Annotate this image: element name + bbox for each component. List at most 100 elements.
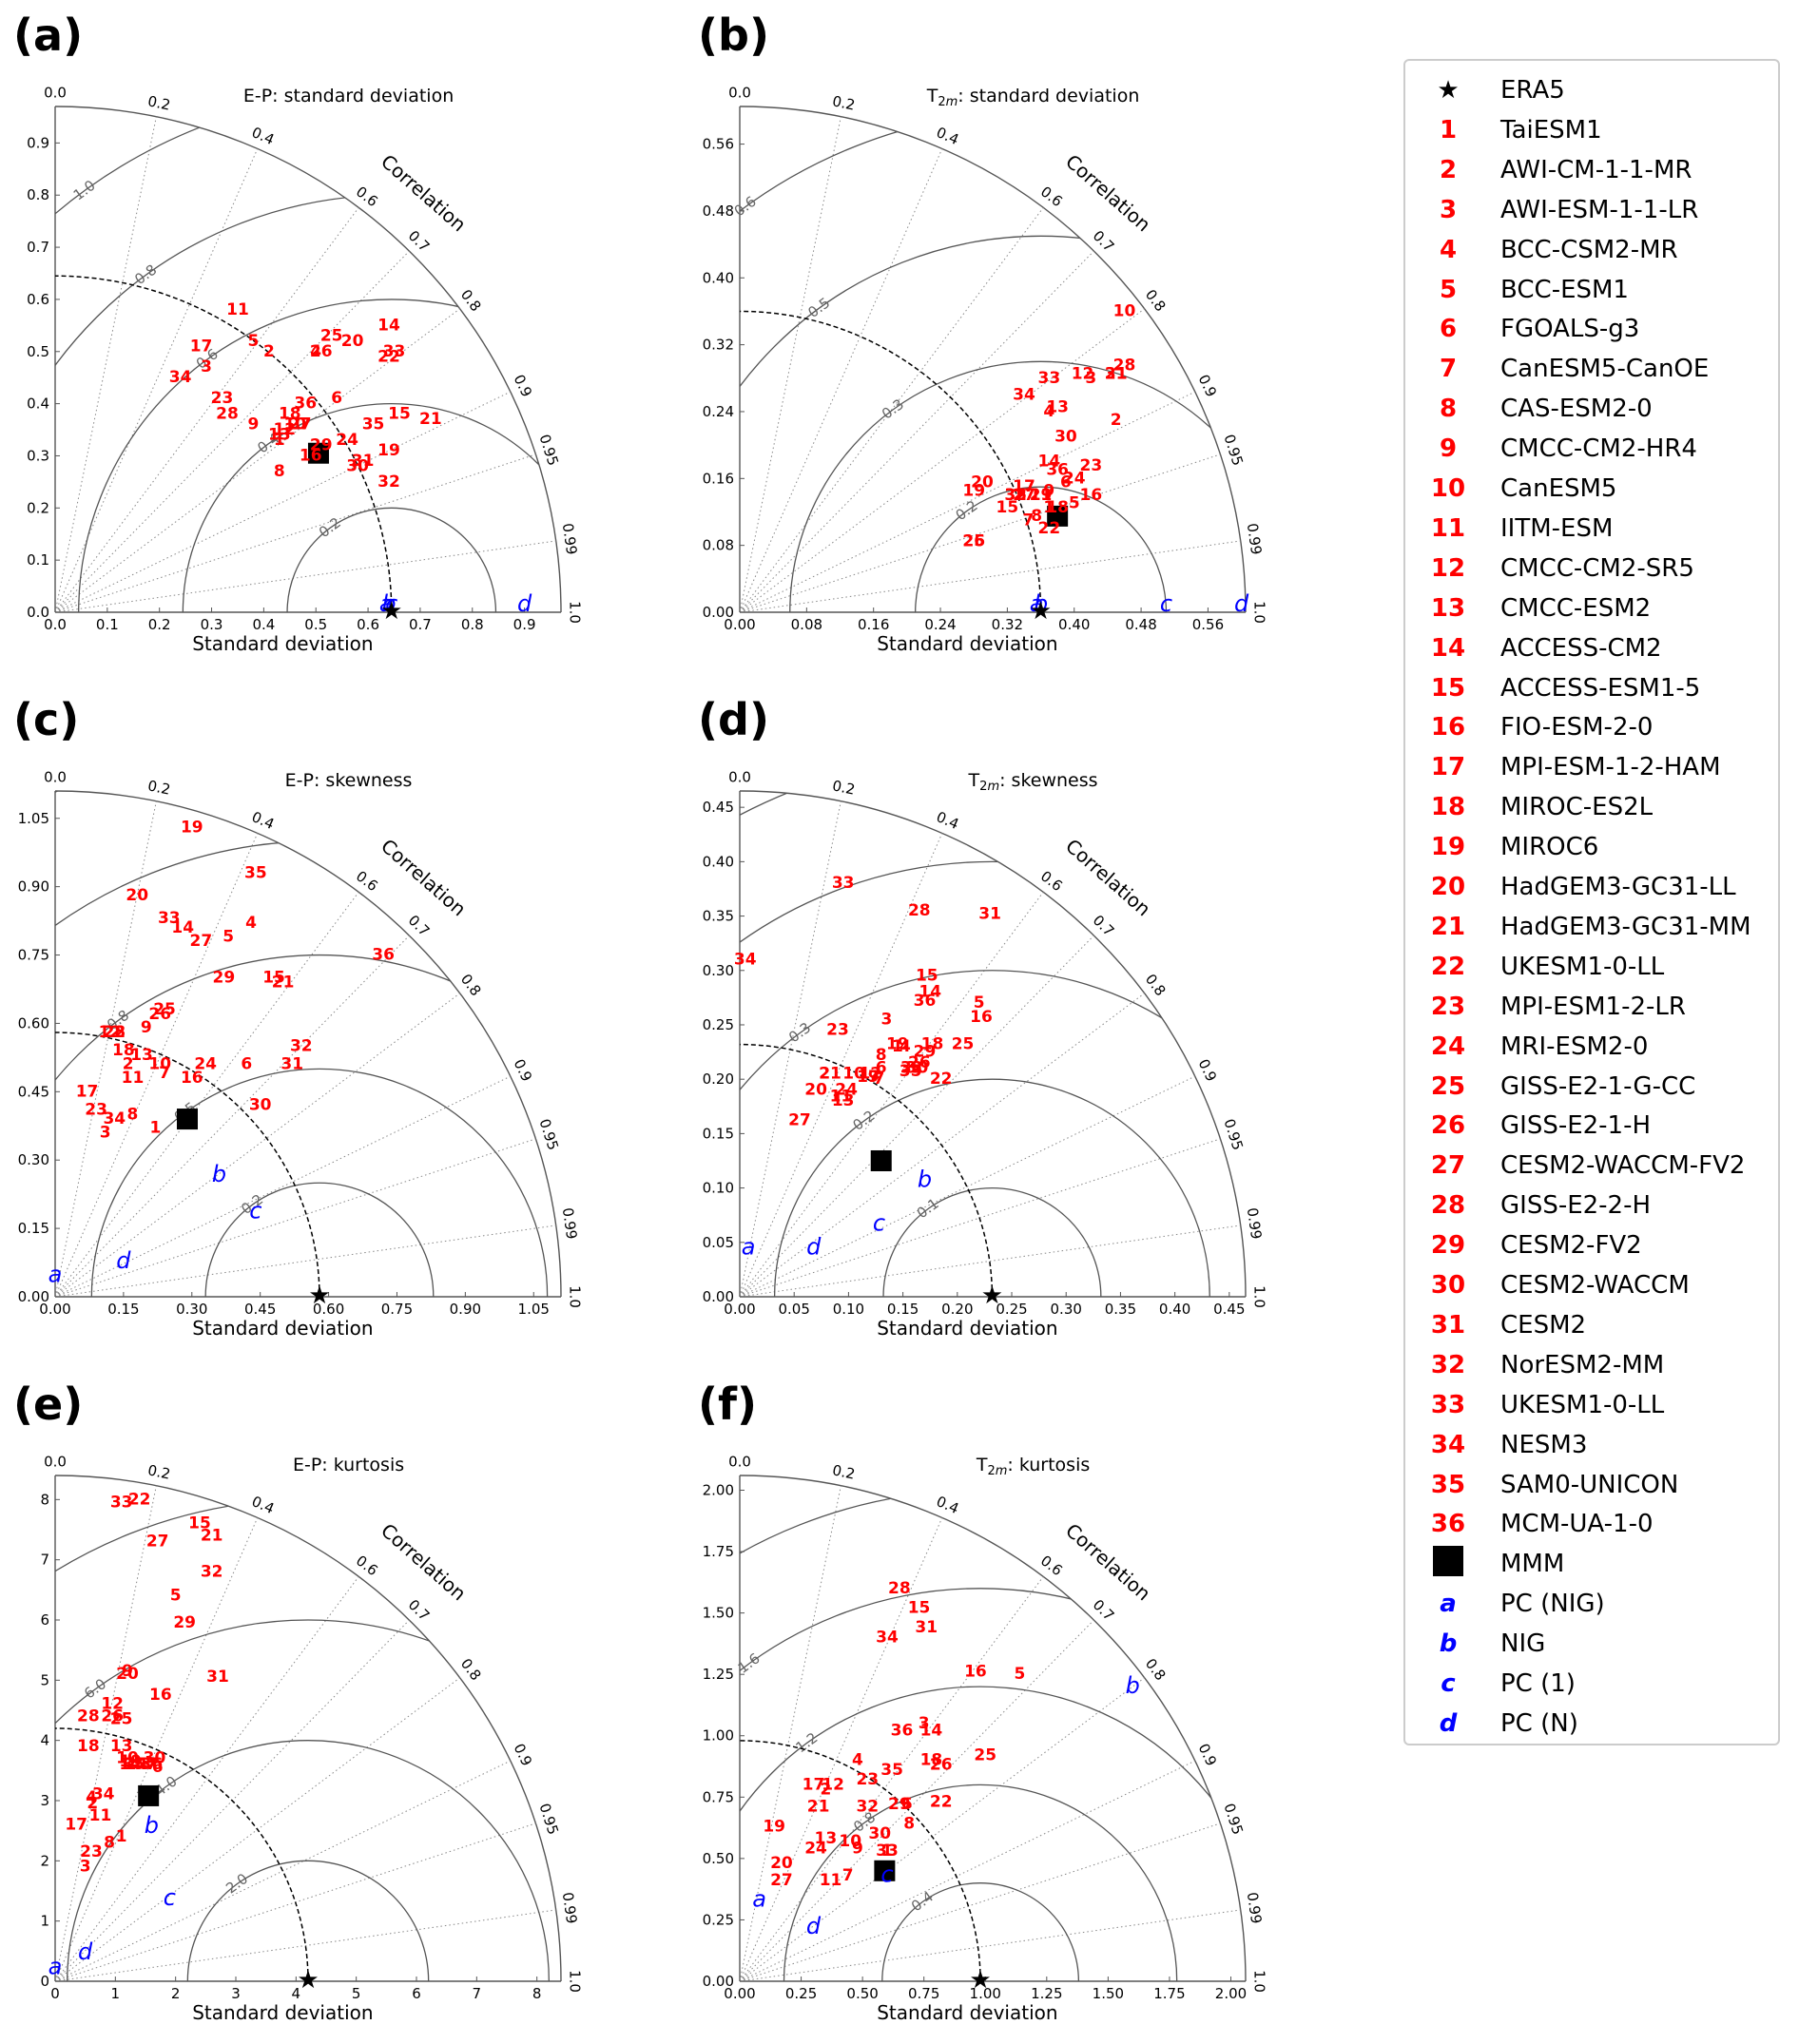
model-marker-36: 36 [914, 992, 937, 1011]
legend-symbol: 26 [1430, 1111, 1466, 1141]
outer-arc [54, 1475, 562, 1982]
correlation-ray [739, 1517, 943, 1982]
x-tick-label: 1.75 [1153, 1985, 1185, 2002]
y-tick-label: 8 [40, 1491, 49, 1508]
legend-symbol: 14 [1430, 633, 1466, 663]
model-marker-5: 5 [1014, 1665, 1025, 1684]
correlation-ray [54, 308, 460, 613]
legend-symbol: 32 [1430, 1350, 1466, 1379]
correlation-ray [739, 453, 1221, 613]
model-marker-10: 10 [842, 1064, 865, 1083]
legend-label: GISS-E2-2-H [1500, 1191, 1652, 1221]
model-marker-15: 15 [388, 405, 411, 424]
model-marker-22: 22 [103, 1023, 126, 1042]
rms-contour-label: 0.2 [850, 1107, 879, 1134]
y-tick-label: 0.5 [27, 343, 49, 360]
legend-item: b NIG [1405, 1624, 1778, 1664]
y-tick-label: 0.75 [18, 947, 49, 964]
y-tick-label: 1.50 [703, 1605, 734, 1622]
y-tick-label: 0.20 [703, 1070, 734, 1088]
era5-reference-star: ★ [380, 597, 402, 626]
rms-contour-label: 1.6 [735, 1649, 764, 1677]
model-marker-26: 26 [908, 1053, 931, 1072]
y-tick-label: 0.24 [703, 403, 734, 420]
model-marker-22: 22 [930, 1070, 953, 1089]
rms-contour [286, 507, 497, 612]
model-marker-19: 19 [763, 1817, 785, 1836]
legend-label: CanESM5-CanOE [1500, 355, 1710, 384]
correlation-ray [739, 116, 841, 613]
legend-symbol: 29 [1430, 1231, 1466, 1261]
model-marker-29: 29 [212, 969, 235, 988]
legend-symbol: 18 [1430, 793, 1466, 822]
legend-symbol: 19 [1430, 833, 1466, 862]
model-marker-9: 9 [122, 1662, 133, 1681]
model-marker-16: 16 [149, 1686, 172, 1705]
correlation-tick-label: 1.0 [567, 1970, 584, 1993]
x-tick-label: 0.8 [461, 616, 484, 633]
rms-contour-label: 1.0 [70, 177, 99, 204]
correlation-ray [739, 1909, 1241, 1982]
legend-item: 1 TaiESM1 [1405, 110, 1778, 150]
correlation-axis-label: Correlation [377, 1519, 471, 1606]
mmm-marker [874, 1860, 896, 1881]
legend-symbol: 30 [1430, 1271, 1466, 1300]
rms-contour-label: 0.3 [785, 1019, 814, 1047]
legend-label: MPI-ESM-1-2-HAM [1500, 753, 1721, 782]
legend-label: PC (N) [1500, 1708, 1578, 1738]
correlation-ray [54, 116, 157, 613]
model-marker-24: 24 [835, 1081, 858, 1100]
model-marker-6: 6 [1060, 473, 1072, 492]
model-marker-29: 29 [173, 1613, 196, 1632]
reference-std-arc [739, 310, 1042, 613]
legend-symbol: 31 [1430, 1310, 1466, 1340]
y-tick-label: 0.1 [27, 551, 49, 569]
method-marker-b: b [1126, 1672, 1140, 1699]
y-tick-label: 0.40 [703, 853, 734, 870]
legend-label: ERA5 [1500, 76, 1565, 105]
legend-symbol: 2 [1439, 155, 1458, 184]
model-marker-32: 32 [900, 1059, 923, 1078]
rms-contour [182, 402, 561, 612]
method-marker-b: b [918, 1167, 932, 1193]
mmm-marker [1047, 505, 1069, 527]
rms-contour [773, 1078, 1210, 1297]
model-marker-25: 25 [110, 1710, 133, 1729]
x-axis-label: Standard deviation [877, 1317, 1057, 1340]
model-marker-33: 33 [832, 874, 855, 893]
legend-item: 36 MCM-UA-1-0 [1405, 1504, 1778, 1544]
model-marker-34: 34 [92, 1785, 115, 1804]
taylor-panel-b: (b) T2m: standard deviation 0.0 0.2 0.4 0.6 0.… [685, 0, 1331, 675]
model-marker-6: 6 [241, 1055, 252, 1074]
x-tick-label: 0 [50, 1985, 60, 2002]
outer-arc [739, 106, 1247, 613]
legend-label: CESM2 [1500, 1310, 1587, 1340]
correlation-ray [739, 1224, 1241, 1298]
correlation-ray [739, 1075, 1196, 1298]
era5-reference-star: ★ [969, 1966, 991, 1995]
correlation-tick-label: 1.0 [567, 1285, 584, 1308]
legend-item: 13 CMCC-ESM2 [1405, 588, 1778, 628]
model-marker-11: 11 [89, 1806, 112, 1825]
rms-contour [78, 299, 561, 612]
legend-symbol: 11 [1430, 513, 1466, 543]
model-marker-17: 17 [1013, 477, 1035, 496]
x-tick-label: 0.32 [992, 616, 1023, 633]
legend-item: 23 MPI-ESM1-2-LR [1405, 987, 1778, 1027]
legend-item: 6 FGOALS-g3 [1405, 309, 1778, 349]
y-tick-label: 0.75 [703, 1788, 734, 1805]
legend-label: PC (1) [1500, 1669, 1576, 1698]
correlation-tick-label: 0.4 [249, 1493, 277, 1517]
model-marker-15: 15 [262, 969, 285, 988]
legend-label: CAS-ESM2-0 [1500, 395, 1653, 424]
model-marker-32: 32 [1004, 486, 1027, 505]
x-tick-label: 0.00 [724, 1985, 755, 2002]
legend-label: GISS-E2-1-H [1500, 1111, 1652, 1141]
model-marker-8: 8 [876, 1046, 887, 1065]
x-tick-label: 1.50 [1093, 1985, 1124, 2002]
legend-item: 32 NorESM2-MM [1405, 1345, 1778, 1385]
x-tick-label: 1.25 [1031, 1985, 1062, 2002]
model-marker-23: 23 [85, 1100, 107, 1119]
model-marker-13: 13 [130, 1046, 153, 1065]
y-tick-label: 0.40 [703, 269, 734, 286]
